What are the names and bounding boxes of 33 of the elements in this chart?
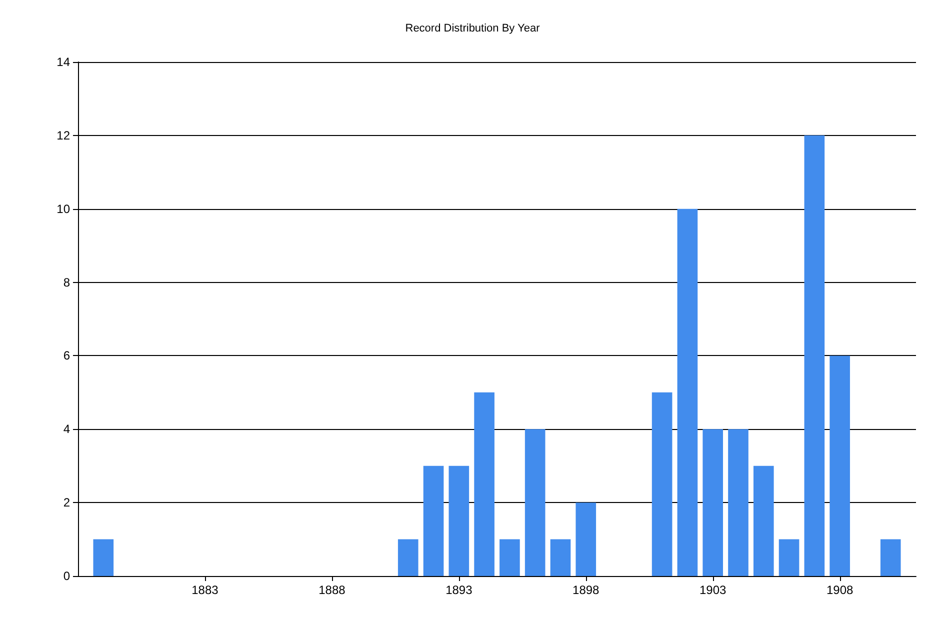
y-tick-label: 14 [56, 55, 70, 69]
bar [677, 208, 698, 576]
y-tick-label: 2 [63, 496, 70, 510]
x-tick-label: 1888 [318, 583, 346, 597]
bar [524, 429, 546, 576]
bar [652, 392, 672, 576]
x-tick-label: 1908 [826, 583, 854, 597]
y-tick-label: 0 [63, 569, 70, 583]
y-tick-label: 12 [56, 128, 70, 142]
bar [778, 539, 800, 576]
x-tick-label: 1898 [572, 583, 600, 597]
y-tick-label: 6 [63, 348, 70, 363]
x-tick-label: 1903 [699, 583, 727, 597]
bar [702, 429, 724, 576]
chart-title: Record Distribution By Year [405, 22, 540, 34]
bar [423, 466, 444, 576]
y-tick-label: 8 [63, 275, 70, 290]
bar [448, 466, 470, 576]
x-tick-label: 1883 [192, 583, 219, 597]
bar [398, 539, 418, 576]
x-tick-label: 1893 [446, 583, 473, 597]
y-tick-label: 10 [56, 202, 70, 216]
bar [474, 392, 494, 576]
bar [93, 539, 114, 576]
bar [804, 135, 825, 576]
y-tick-label: 4 [63, 422, 70, 436]
bar [753, 466, 774, 576]
bar [500, 539, 520, 576]
bar [830, 356, 850, 576]
bar [728, 429, 748, 576]
bar [550, 539, 571, 576]
bar [880, 539, 901, 576]
bar [576, 502, 596, 576]
